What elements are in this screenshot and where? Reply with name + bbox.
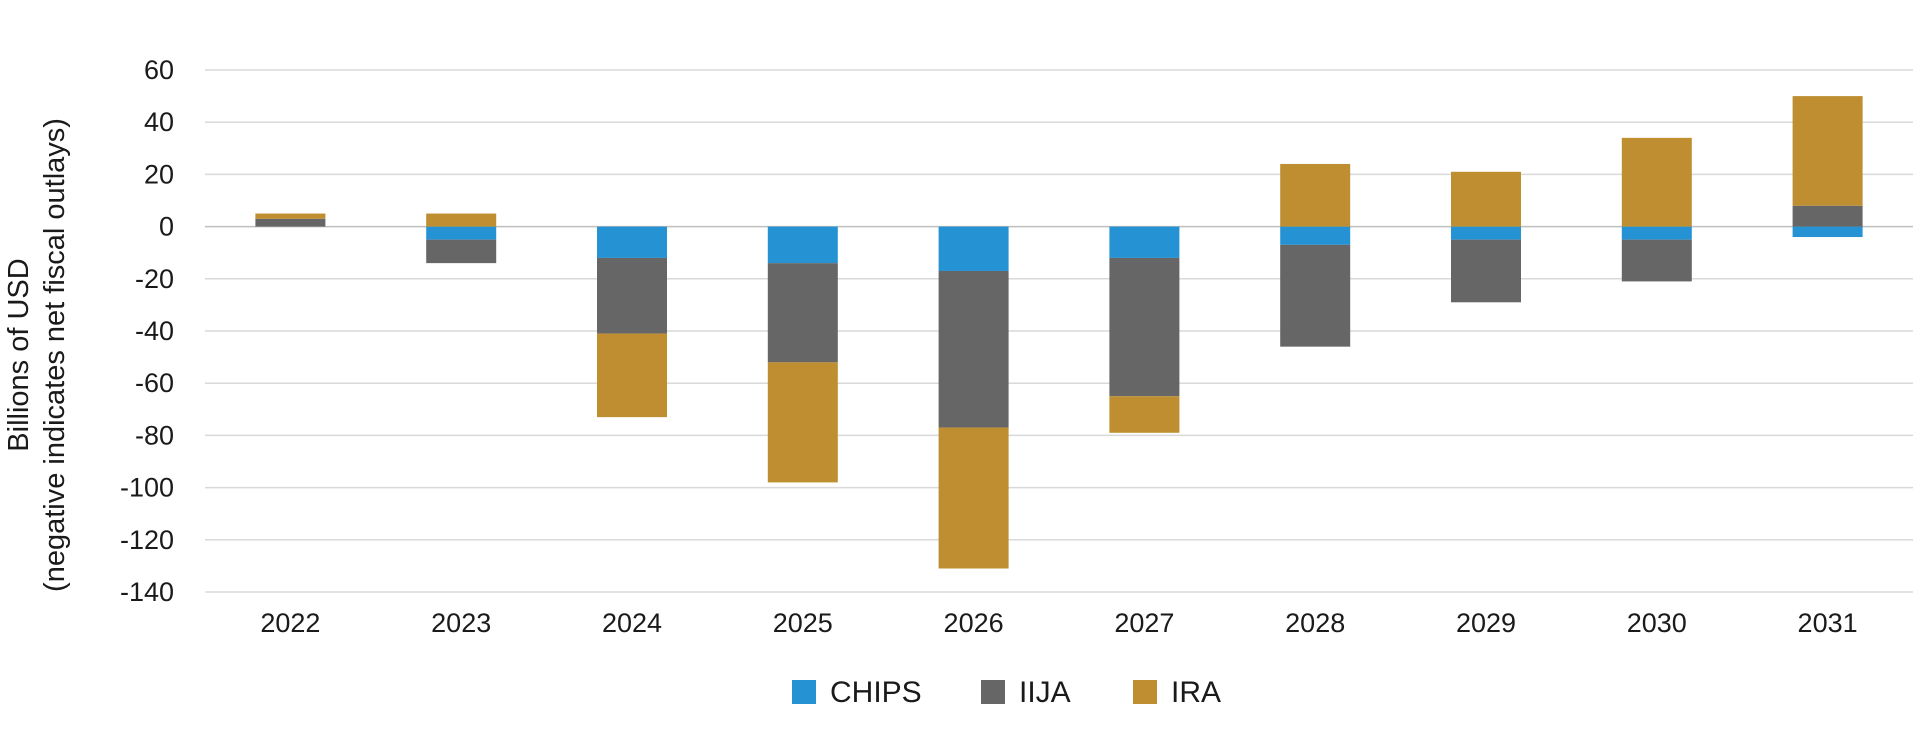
x-tick-label: 2023 — [431, 608, 491, 638]
y-tick-label: 40 — [144, 107, 174, 137]
x-tick-label: 2031 — [1798, 608, 1858, 638]
bar-ira-2024 — [597, 333, 667, 418]
bar-ira-2023 — [426, 213, 497, 227]
legend-label-ira: IRA — [1171, 676, 1221, 709]
y-tick-label: -100 — [120, 473, 174, 503]
bar-ira-2027 — [1109, 396, 1180, 433]
legend-swatch-iija — [981, 680, 1005, 704]
bar-ira-2028 — [1280, 163, 1351, 227]
bars — [255, 96, 1863, 569]
legend-label-iija: IIJA — [1019, 676, 1071, 709]
bar-ira-2029 — [1451, 171, 1521, 227]
y-tick-label: -120 — [120, 525, 174, 555]
bar-iija-2031 — [1792, 205, 1863, 227]
legend: CHIPS IIJA IRA — [792, 676, 1221, 709]
bar-chips-2029 — [1451, 226, 1521, 240]
y-tick-label: -40 — [135, 316, 174, 346]
x-tick-label: 2030 — [1627, 608, 1687, 638]
x-axis-ticks: 2022 2023 2024 2025 2026 2027 2028 2029 2030 2031 — [260, 608, 1857, 638]
bar-iija-2029 — [1451, 239, 1521, 303]
bar-chips-2024 — [597, 226, 667, 258]
bar-iija-2022 — [255, 218, 326, 227]
bar-iija-2023 — [426, 239, 497, 264]
y-tick-label: 20 — [144, 159, 174, 189]
bar-iija-2028 — [1280, 244, 1351, 347]
x-tick-label: 2022 — [260, 608, 320, 638]
bar-chips-2026 — [938, 226, 1009, 271]
x-tick-label: 2027 — [1114, 608, 1174, 638]
y-axis-ticks: 60 40 20 0 -20 -40 -60 -80 -100 -120 -140 — [120, 55, 174, 607]
bar-chips-2030 — [1621, 226, 1692, 240]
bar-iija-2026 — [938, 270, 1009, 428]
bar-chips-2023 — [426, 226, 497, 240]
bar-chips-2027 — [1109, 226, 1180, 258]
y-axis-title-group: Billions of USD (negative indicates net … — [3, 118, 71, 592]
legend-label-chips: CHIPS — [830, 676, 922, 709]
bar-iija-2025 — [767, 263, 838, 363]
gridlines — [205, 69, 1913, 593]
bar-chips-2031 — [1792, 226, 1863, 238]
bar-ira-2022 — [255, 213, 326, 219]
x-tick-label: 2029 — [1456, 608, 1516, 638]
bar-iija-2027 — [1109, 257, 1180, 397]
x-tick-label: 2024 — [602, 608, 662, 638]
bar-ira-2030 — [1621, 137, 1692, 227]
bar-iija-2024 — [597, 257, 667, 334]
legend-swatch-ira — [1133, 680, 1157, 704]
y-axis-title: Billions of USD — [3, 258, 35, 451]
bar-chips-2028 — [1280, 226, 1351, 245]
y-tick-label: -80 — [135, 420, 174, 450]
x-tick-label: 2026 — [944, 608, 1004, 638]
x-tick-label: 2025 — [773, 608, 833, 638]
bar-chips-2025 — [767, 226, 838, 264]
y-tick-label: 60 — [144, 55, 174, 85]
bar-iija-2030 — [1621, 239, 1692, 282]
y-tick-label: -140 — [120, 577, 174, 607]
y-tick-label: 0 — [159, 212, 174, 242]
bar-ira-2031 — [1792, 96, 1863, 206]
y-axis-subtitle: (negative indicates net fiscal outlays) — [39, 118, 71, 592]
x-tick-label: 2028 — [1285, 608, 1345, 638]
y-tick-label: -60 — [135, 368, 174, 398]
bar-ira-2026 — [938, 427, 1009, 569]
legend-swatch-chips — [792, 680, 816, 704]
y-tick-label: -20 — [135, 264, 174, 294]
bar-ira-2025 — [767, 362, 838, 483]
